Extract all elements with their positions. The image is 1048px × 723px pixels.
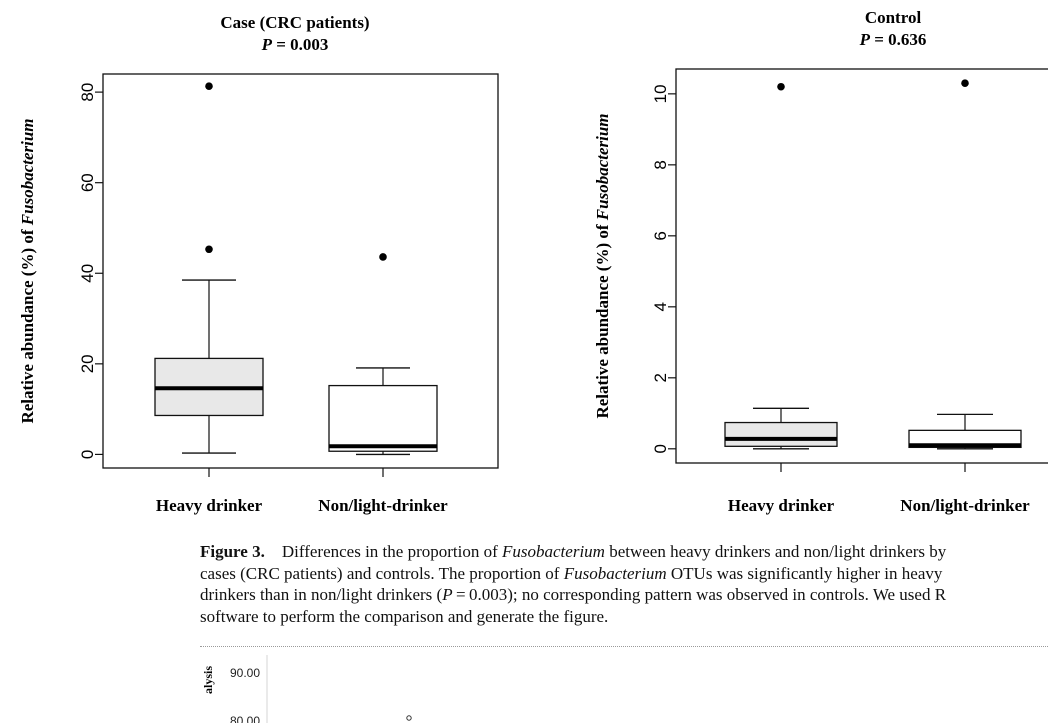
caption-line-2-run-0: cases (CRC patients) and controls. The p…	[200, 563, 564, 583]
next-figure-y-axis-label: alysis	[201, 666, 215, 694]
y-tick-label: 40	[78, 264, 97, 283]
y-tick-label: 20	[78, 354, 97, 373]
plot-frame	[102, 73, 499, 469]
box-iqr	[908, 429, 1022, 449]
y-tick-label: 4	[651, 302, 670, 311]
next-figure-partial: 90.00 80.00 alysis	[201, 655, 412, 723]
figure-caption: Figure 3. Differences in the proportion …	[200, 541, 1048, 627]
outlier-point	[379, 253, 387, 261]
x-tick-label: Heavy drinker	[156, 496, 263, 515]
box-iqr	[328, 384, 438, 452]
section-divider	[200, 646, 1048, 647]
caption-label: Figure 3.	[200, 542, 265, 561]
outlier-point	[961, 79, 969, 87]
caption-line-2: cases (CRC patients) and controls. The p…	[200, 563, 1048, 585]
caption-line-1-run-0: Differences in the proportion of	[281, 542, 503, 561]
y-tick-label: 0	[651, 444, 670, 453]
caption-line-4-run-0: software to perform the comparison and g…	[200, 606, 609, 626]
y-tick-label: 60	[78, 173, 97, 192]
next-figure-point	[406, 715, 412, 721]
caption-line-4: software to perform the comparison and g…	[200, 606, 1048, 628]
caption-line-1: Figure 3. Differences in the proportion …	[200, 541, 1048, 563]
next-figure-y-tick-label: 80.00	[230, 714, 260, 723]
y-axis-label: Relative abundance (%) of Fusobacterium	[593, 113, 612, 418]
x-tick-label: Non/light-drinker	[318, 496, 448, 515]
caption-line-3-run-2: = 0.003); no corresponding pattern was o…	[452, 585, 947, 604]
panel-title: Control	[865, 8, 922, 27]
y-tick-label: 10	[651, 84, 670, 103]
boxplot-panel-1: Case (CRC patients) P = 0.003 0 20 40 60 80 Rel…	[18, 13, 499, 515]
box-2: Non/light-drinker	[318, 253, 448, 515]
outlier-point	[205, 245, 213, 254]
caption-line-1-run-1: Fusobacterium	[502, 542, 605, 561]
y-tick-label: 80	[78, 83, 97, 102]
box-1: Heavy drinker	[724, 82, 838, 515]
box-iqr	[724, 421, 838, 447]
next-figure-y-tick-label: 90.00	[230, 666, 260, 680]
boxplot-panel-2: Control P = 0.636 0 2 4 6 8 10 Relative abundanc…	[593, 8, 1048, 515]
caption-line-3: drinkers than in non/light drinkers (P =…	[200, 584, 1048, 606]
caption-line-2-run-2: OTUs was significantly higher in heavy	[666, 563, 943, 583]
y-tick-label: 6	[651, 231, 670, 240]
caption-line-1-run-2: between heavy drinkers and non/light dri…	[604, 542, 947, 561]
panel-p-value: P = 0.003	[261, 35, 329, 54]
panel-title: Case (CRC patients)	[220, 13, 369, 32]
y-tick-label: 8	[651, 160, 670, 169]
caption-line-2-run-1: Fusobacterium	[563, 563, 667, 583]
outlier-point	[777, 82, 785, 91]
caption-line-3-run-1: P	[442, 585, 453, 604]
y-axis-label: Relative abundance (%) of Fusobacterium	[18, 118, 37, 423]
box-1: Heavy drinker	[154, 82, 264, 515]
x-tick-label: Heavy drinker	[728, 496, 835, 515]
x-tick-label: Non/light-drinker	[900, 496, 1030, 515]
y-tick-label: 2	[651, 373, 670, 382]
box-2: Non/light-drinker	[900, 79, 1030, 515]
y-tick-label: 0	[78, 450, 97, 459]
outlier-point	[205, 82, 213, 91]
caption-line-3-run-0: drinkers than in non/light drinkers (	[200, 585, 443, 604]
plot-frame	[675, 68, 1048, 464]
panel-p-value: P = 0.636	[859, 30, 927, 49]
